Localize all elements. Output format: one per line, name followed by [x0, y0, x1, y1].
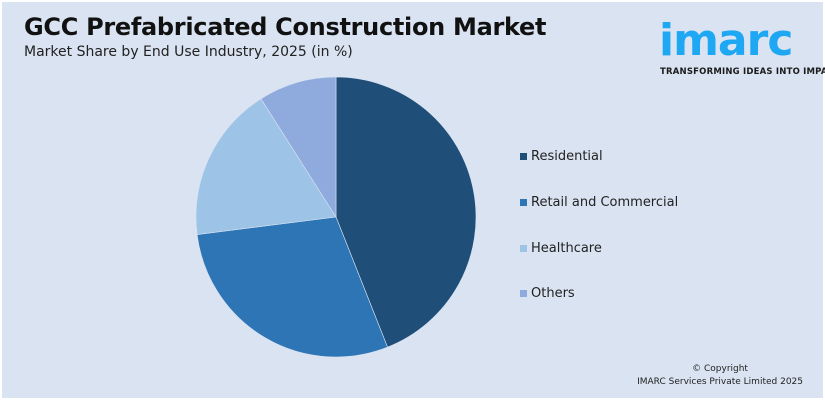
pie-slice-residential — [335, 76, 477, 348]
legend-label: Residential — [531, 149, 603, 164]
legend-item-retail-commercial: Retail and Commercial — [520, 195, 678, 210]
pie-slice-retail-and-commercial — [196, 216, 388, 358]
legend-item-residential: Residential — [520, 149, 603, 164]
pie-slice-others — [260, 76, 337, 219]
logo-tagline: TRANSFORMING IDEAS INTO IMPACT — [660, 67, 825, 77]
pie-chart — [195, 76, 477, 358]
logo-wordmark: imarc — [659, 15, 793, 66]
legend-swatch — [520, 199, 527, 206]
chart-title: GCC Prefabricated Construction Market — [24, 13, 547, 41]
legend-label: Others — [531, 286, 575, 301]
legend-swatch — [520, 153, 527, 160]
imarc-logo: imarc TRANSFORMING IDEAS INTO IMPACT — [657, 10, 825, 82]
legend-item-others: Others — [520, 286, 575, 301]
chart-subtitle: Market Share by End Use Industry, 2025 (… — [24, 44, 353, 60]
legend-swatch — [520, 290, 527, 297]
legend-swatch — [520, 245, 527, 252]
pie-slice-healthcare — [195, 98, 337, 235]
copyright-line-2: IMARC Services Private Limited 2025 — [637, 377, 803, 387]
copyright-line-1: © Copyright — [692, 364, 748, 374]
legend-item-healthcare: Healthcare — [520, 241, 602, 256]
copyright-notice: © Copyright IMARC Services Private Limit… — [637, 363, 803, 389]
legend-label: Retail and Commercial — [531, 195, 679, 210]
legend-label: Healthcare — [531, 241, 602, 256]
